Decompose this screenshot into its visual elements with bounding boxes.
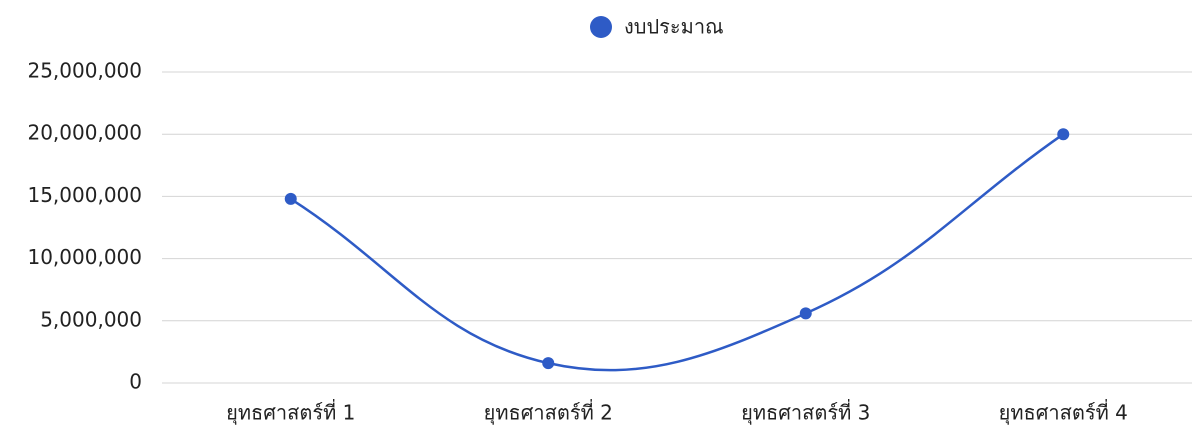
y-tick-label: 5,000,000	[40, 307, 142, 331]
x-tick-label: ยุทธศาสตร์ที่ 4	[999, 399, 1128, 426]
point	[1057, 128, 1070, 141]
y-tick-label: 0	[129, 370, 142, 394]
legend-marker	[590, 16, 612, 38]
y-tick-label: 15,000,000	[27, 183, 142, 207]
x-tick-label: ยุทธศาสตร์ที่ 1	[226, 399, 355, 426]
y-tick-label: 25,000,000	[27, 59, 142, 83]
y-tick-label: 20,000,000	[27, 121, 142, 145]
y-tick-label: 10,000,000	[27, 245, 142, 269]
legend-label: งบประมาณ	[624, 15, 724, 39]
line	[290, 133, 1064, 372]
point	[542, 357, 555, 370]
point	[284, 192, 297, 205]
x-tick-label: ยุทธศาสตร์ที่ 3	[741, 399, 870, 426]
x-tick-label: ยุทธศาสตร์ที่ 2	[484, 399, 613, 426]
point	[799, 307, 812, 320]
